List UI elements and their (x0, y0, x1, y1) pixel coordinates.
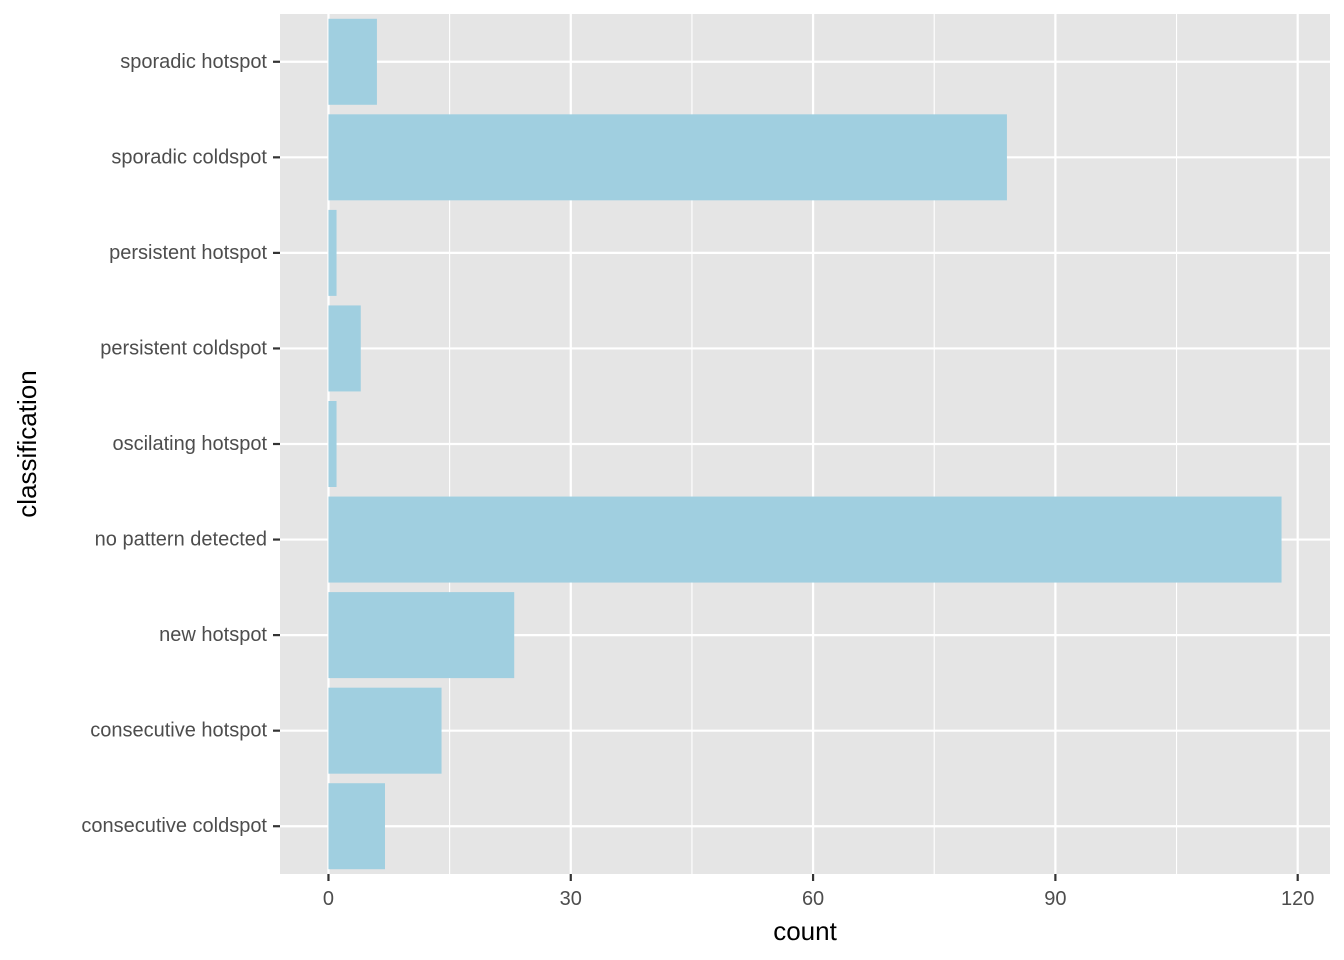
x-tick-label: 120 (1281, 888, 1314, 910)
y-tick-label: oscilating hotspot (112, 433, 267, 455)
bar (328, 209, 337, 296)
y-tick-label: new hotspot (159, 624, 267, 646)
bars (328, 18, 1282, 870)
bar (328, 592, 515, 679)
y-axis-title: classification (12, 370, 42, 517)
x-tick-label: 60 (802, 888, 824, 910)
y-tick-label: no pattern detected (95, 529, 267, 551)
bar (328, 783, 385, 870)
bar (328, 496, 1282, 583)
y-tick-label: persistent coldspot (100, 337, 267, 359)
major-gridlines (280, 14, 1330, 874)
bar (328, 305, 361, 392)
y-tick-label: consecutive coldspot (81, 815, 267, 837)
bar (328, 114, 1007, 201)
bar (328, 687, 442, 774)
y-tick-label: consecutive hotspot (90, 720, 267, 742)
y-tick-label: sporadic coldspot (111, 146, 267, 168)
x-tick-label: 0 (323, 888, 334, 910)
x-tick-label: 90 (1044, 888, 1066, 910)
x-axis-title: count (773, 916, 837, 946)
y-axis: consecutive coldspot consecutive hotspot n… (81, 51, 280, 837)
y-tick-label: sporadic hotspot (120, 51, 267, 73)
x-tick-label: 30 (560, 888, 582, 910)
bar (328, 401, 337, 487)
bar (328, 18, 377, 105)
y-tick-label: persistent hotspot (109, 242, 267, 264)
x-axis: 0 30 60 90 120 (323, 874, 1314, 910)
